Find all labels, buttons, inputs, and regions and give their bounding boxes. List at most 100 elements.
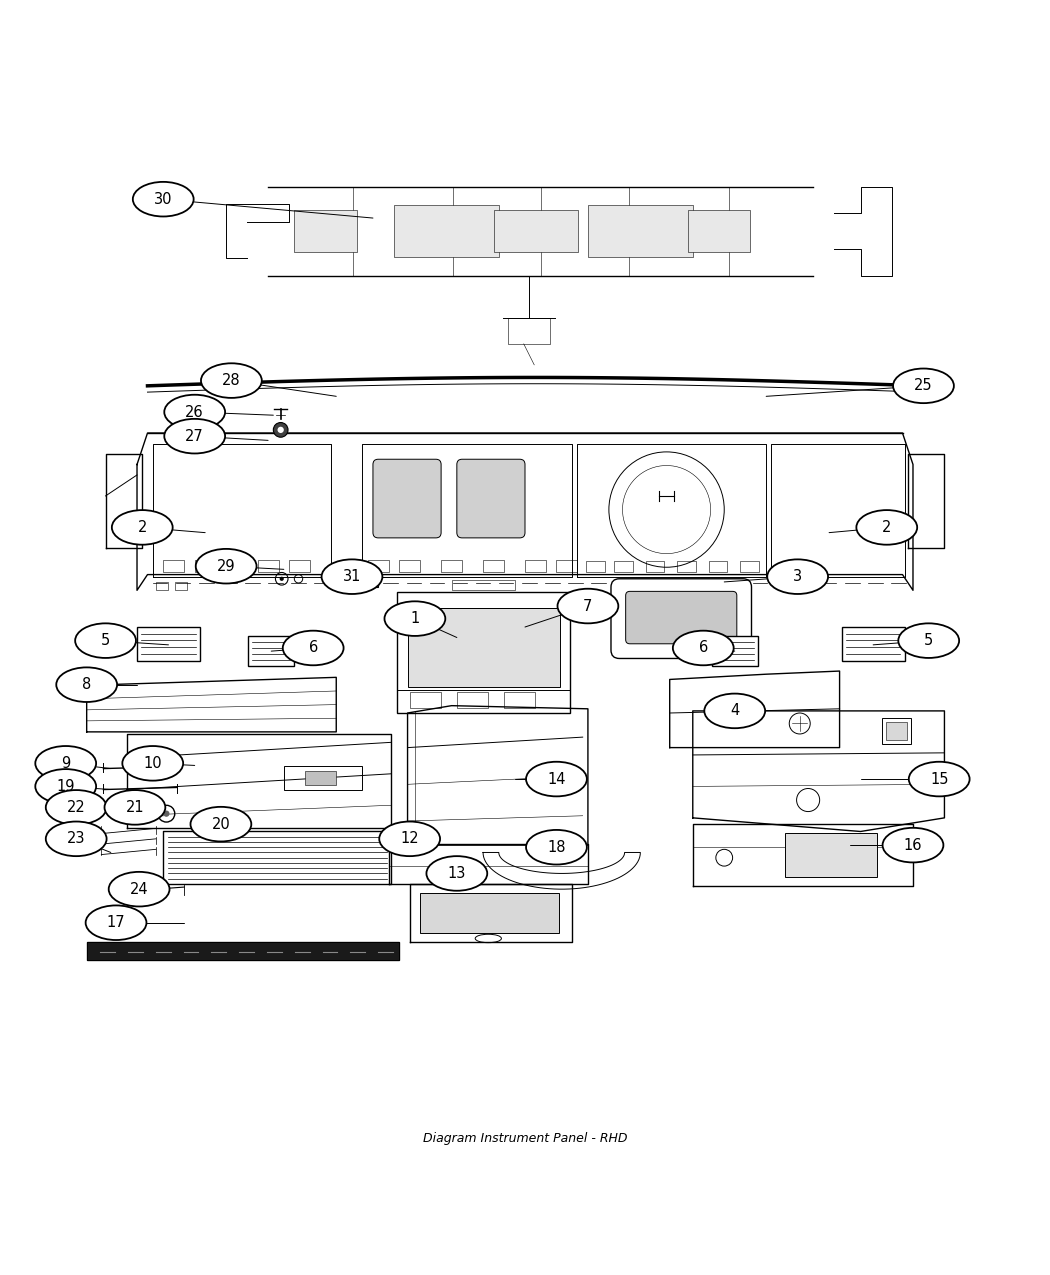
FancyBboxPatch shape xyxy=(373,459,441,538)
Ellipse shape xyxy=(282,631,343,666)
Ellipse shape xyxy=(768,560,828,594)
Polygon shape xyxy=(106,454,142,548)
Bar xyxy=(397,593,570,713)
Text: 2: 2 xyxy=(138,520,147,536)
Text: 23: 23 xyxy=(67,831,85,847)
Text: 2: 2 xyxy=(882,520,891,536)
Bar xyxy=(882,718,911,745)
Text: 22: 22 xyxy=(67,799,85,815)
Bar xyxy=(420,894,559,933)
Ellipse shape xyxy=(899,623,959,658)
Ellipse shape xyxy=(195,550,256,584)
Text: 3: 3 xyxy=(793,569,802,584)
Ellipse shape xyxy=(46,821,107,856)
Bar xyxy=(452,580,514,590)
Bar xyxy=(646,561,665,572)
Polygon shape xyxy=(908,454,944,548)
Ellipse shape xyxy=(190,807,251,842)
Ellipse shape xyxy=(36,769,97,803)
Bar xyxy=(677,561,696,572)
Bar xyxy=(284,766,362,789)
Ellipse shape xyxy=(201,363,261,398)
Bar xyxy=(508,317,550,344)
Text: 17: 17 xyxy=(107,915,125,931)
Text: 15: 15 xyxy=(930,771,948,787)
Ellipse shape xyxy=(894,368,953,403)
Circle shape xyxy=(277,427,284,434)
Bar xyxy=(155,581,168,590)
Ellipse shape xyxy=(46,790,107,825)
Polygon shape xyxy=(693,824,914,886)
Text: 14: 14 xyxy=(547,771,566,787)
Bar xyxy=(194,560,215,572)
Text: 24: 24 xyxy=(130,882,148,896)
Ellipse shape xyxy=(426,856,487,891)
Bar xyxy=(785,833,878,877)
Ellipse shape xyxy=(384,602,445,636)
Bar xyxy=(289,560,310,572)
Polygon shape xyxy=(670,671,840,747)
Bar xyxy=(886,723,907,741)
Bar xyxy=(407,608,560,687)
Bar xyxy=(457,692,488,708)
Ellipse shape xyxy=(705,694,765,728)
Text: 6: 6 xyxy=(309,640,318,655)
Text: 30: 30 xyxy=(154,191,172,207)
Bar xyxy=(712,636,758,666)
Text: 19: 19 xyxy=(57,779,75,794)
Text: 25: 25 xyxy=(915,379,932,393)
Polygon shape xyxy=(152,444,331,576)
Polygon shape xyxy=(247,186,835,275)
Text: 5: 5 xyxy=(101,634,110,648)
Bar xyxy=(410,692,441,708)
Text: 20: 20 xyxy=(211,817,230,831)
Polygon shape xyxy=(410,884,572,942)
Polygon shape xyxy=(87,942,399,960)
Ellipse shape xyxy=(526,761,587,797)
Ellipse shape xyxy=(36,746,97,780)
Bar xyxy=(304,770,336,785)
Ellipse shape xyxy=(673,631,734,666)
Ellipse shape xyxy=(909,761,969,797)
Ellipse shape xyxy=(379,821,440,856)
Ellipse shape xyxy=(164,395,225,430)
Bar xyxy=(441,560,462,572)
Ellipse shape xyxy=(857,510,918,544)
Text: 26: 26 xyxy=(186,404,204,419)
Bar xyxy=(163,560,184,572)
Text: 1: 1 xyxy=(411,611,420,626)
Polygon shape xyxy=(835,186,892,275)
Text: 7: 7 xyxy=(583,598,592,613)
Bar xyxy=(614,561,633,572)
Text: 31: 31 xyxy=(342,569,361,584)
Bar xyxy=(226,560,247,572)
Text: 28: 28 xyxy=(223,374,240,388)
Ellipse shape xyxy=(321,560,382,594)
Bar xyxy=(394,205,499,258)
Bar xyxy=(174,581,187,590)
Ellipse shape xyxy=(57,667,118,703)
Bar xyxy=(504,692,536,708)
Text: 21: 21 xyxy=(126,799,144,815)
Text: 9: 9 xyxy=(61,756,70,771)
Bar xyxy=(525,560,546,572)
Text: 8: 8 xyxy=(82,677,91,692)
FancyBboxPatch shape xyxy=(457,459,525,538)
Bar xyxy=(588,205,693,258)
Ellipse shape xyxy=(123,746,183,780)
Bar xyxy=(349,569,378,588)
Polygon shape xyxy=(388,844,588,884)
Bar xyxy=(586,561,605,572)
Bar xyxy=(399,560,420,572)
Ellipse shape xyxy=(883,827,943,862)
Ellipse shape xyxy=(105,790,165,825)
Polygon shape xyxy=(163,831,391,884)
Ellipse shape xyxy=(558,589,618,623)
Polygon shape xyxy=(127,734,391,829)
Bar xyxy=(368,560,388,572)
Text: 5: 5 xyxy=(924,634,933,648)
Text: 29: 29 xyxy=(217,558,235,574)
Circle shape xyxy=(273,422,288,437)
Bar xyxy=(556,560,578,572)
Bar xyxy=(709,561,728,572)
